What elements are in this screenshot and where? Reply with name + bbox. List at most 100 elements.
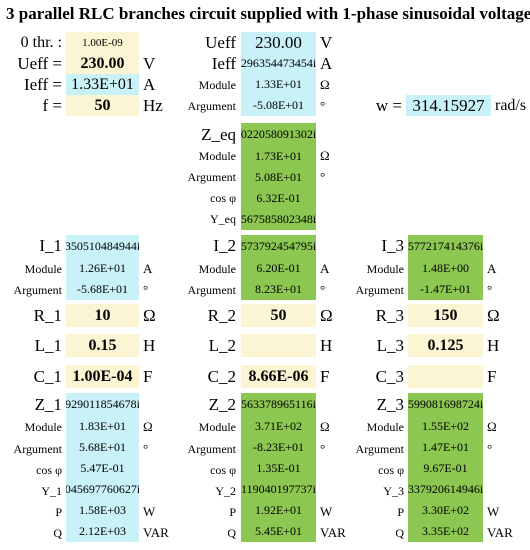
yeq-complex-value: 567585802348i — [241, 209, 316, 230]
ieff-argument-label: Argument — [187, 99, 236, 113]
z2-label: Z_2 — [208, 395, 236, 414]
c1-input[interactable]: 1.00E-04 — [66, 365, 139, 388]
ueff-input[interactable]: 230.00 — [66, 53, 139, 74]
z1-module-value: 1.83E+01 — [66, 416, 139, 437]
i3-argument-unit: ° — [487, 282, 493, 297]
ieff-unit: A — [143, 75, 156, 94]
sheet-title: 3 parallel RLC branches circuit supplied… — [6, 4, 530, 23]
z1-cosphi-label: cos φ — [36, 463, 62, 477]
z1-argument-value: 5.68E+01 — [66, 437, 139, 458]
threshold-input[interactable]: 1.00E-09 — [66, 32, 139, 53]
ueff-unit: V — [143, 54, 156, 73]
zeq-complex-value: 022058091302i — [241, 123, 316, 146]
z2-argument-unit: ° — [320, 441, 326, 456]
q2-label: Q — [227, 526, 236, 540]
i3-label: I_3 — [381, 236, 404, 255]
i1-argument-label: Argument — [13, 283, 62, 297]
p3-unit: W — [487, 504, 500, 519]
yeq-label: Y_eq — [210, 212, 236, 226]
i1-argument-value: -5.68E+01 — [66, 279, 139, 300]
ueff-mid-value: 230.00 — [241, 32, 316, 53]
z2-module-label: Module — [198, 420, 236, 434]
q3-value: 3.35E+02 — [408, 521, 483, 542]
y3-label: Y_3 — [383, 484, 404, 498]
zeq-argument-value: 5.08E+01 — [241, 167, 316, 188]
z1-module-unit: Ω — [143, 419, 153, 434]
i1-argument-unit: ° — [143, 282, 149, 297]
z1-argument-label: Argument — [13, 442, 62, 456]
z3-cosphi-label: cos φ — [378, 463, 404, 477]
i1-label: I_1 — [39, 236, 62, 255]
c2-input[interactable]: 8.66E-06 — [241, 365, 316, 388]
y2-complex-value: 119040197737i — [241, 479, 316, 500]
c1-unit: F — [143, 367, 153, 386]
i3-module-label: Module — [366, 262, 404, 276]
r3-unit: Ω — [487, 306, 500, 325]
ieff-value: 1.33E+01 — [66, 74, 139, 95]
y2-label: Y_2 — [215, 484, 236, 498]
ieff-argument-unit: ° — [320, 98, 326, 113]
p1-label: P — [55, 505, 62, 519]
ueff-mid-label: Ueff — [205, 33, 236, 52]
y1-label: Y_1 — [41, 484, 62, 498]
z3-argument-unit: ° — [487, 441, 493, 456]
ieff-complex-value: 296354473454i — [241, 53, 316, 74]
r2-label: R_2 — [207, 306, 236, 325]
z2-module-value: 3.71E+02 — [241, 416, 316, 437]
l1-input[interactable]: 0.15 — [66, 334, 139, 357]
l2-unit: H — [320, 336, 333, 355]
ueff-mid-unit: V — [320, 33, 333, 52]
z1-module-label: Module — [24, 420, 62, 434]
z3-module-value: 1.55E+02 — [408, 416, 483, 437]
i1-complex-value: 350510484944i — [66, 235, 139, 258]
zeq-cosphi-value: 6.32E-01 — [241, 188, 316, 209]
zeq-argument-unit: ° — [320, 169, 326, 184]
z2-cosphi-label: cos φ — [210, 463, 236, 477]
r1-input[interactable]: 10 — [66, 304, 139, 327]
i2-argument-value: 8.23E+01 — [241, 279, 316, 300]
threshold-label: 0 thr. : — [20, 34, 62, 51]
z3-label: Z_3 — [376, 395, 404, 414]
r3-input[interactable]: 150 — [408, 304, 483, 327]
frequency-label: f = — [42, 96, 63, 115]
ieff-label: Ieff = — [23, 75, 62, 94]
i1-module-value: 1.26E+01 — [66, 258, 139, 279]
r1-label: R_1 — [33, 306, 62, 325]
i2-module-unit: A — [320, 261, 330, 276]
z2-complex-value: 563378965116i — [241, 393, 316, 416]
z3-cosphi-value: 9.67E-01 — [408, 458, 483, 479]
zeq-label: Z_eq — [201, 125, 236, 144]
ieff-module-value: 1.33E+01 — [241, 74, 316, 95]
i2-label: I_2 — [213, 236, 236, 255]
l3-input[interactable]: 0.125 — [408, 334, 483, 357]
q2-unit: VAR — [320, 525, 346, 540]
l1-unit: H — [143, 336, 156, 355]
i3-complex-value: 577217414376i — [408, 235, 483, 258]
z2-cosphi-value: 1.35E-01 — [241, 458, 316, 479]
i3-argument-value: -1.47E+01 — [408, 279, 483, 300]
i3-module-unit: A — [487, 261, 497, 276]
l3-unit: H — [487, 336, 500, 355]
q2-value: 5.45E+01 — [241, 521, 316, 542]
z1-argument-unit: ° — [143, 441, 149, 456]
c3-input[interactable] — [408, 365, 483, 388]
ieff-mid-unit: A — [320, 54, 333, 73]
frequency-input[interactable]: 50 — [66, 95, 139, 116]
c2-label: C_2 — [207, 367, 236, 386]
ieff-module-label: Module — [198, 78, 236, 92]
z2-module-unit: Ω — [320, 419, 330, 434]
frequency-unit: Hz — [143, 96, 163, 115]
l2-input[interactable] — [241, 334, 316, 357]
c3-unit: F — [487, 367, 497, 386]
p3-label: P — [397, 505, 404, 519]
l1-label: L_1 — [34, 336, 62, 355]
zeq-module-value: 1.73E+01 — [241, 146, 316, 167]
q3-unit: VAR — [487, 525, 513, 540]
r2-unit: Ω — [320, 306, 333, 325]
ieff-argument-value: -5.08E+01 — [241, 95, 316, 116]
r2-input[interactable]: 50 — [241, 304, 316, 327]
i3-module-value: 1.48E+00 — [408, 258, 483, 279]
r3-label: R_3 — [375, 306, 404, 325]
z3-argument-label: Argument — [355, 442, 404, 456]
q1-unit: VAR — [143, 525, 169, 540]
